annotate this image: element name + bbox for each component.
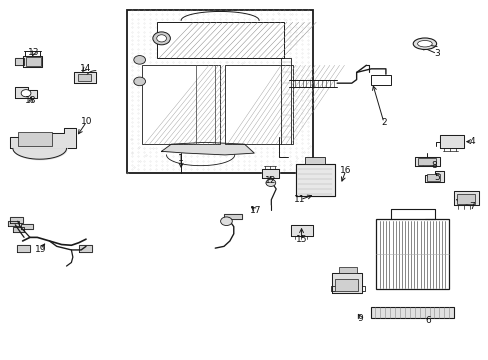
Bar [370, 75, 390, 85]
Polygon shape [22, 56, 42, 67]
Bar [26, 57, 41, 66]
Text: 17: 17 [250, 206, 262, 215]
Bar [417, 158, 435, 165]
Bar [78, 74, 91, 81]
Bar [305, 157, 325, 164]
Polygon shape [224, 214, 242, 220]
Circle shape [265, 179, 275, 186]
Text: 8: 8 [430, 161, 436, 170]
Polygon shape [8, 221, 19, 226]
Circle shape [21, 90, 31, 97]
Polygon shape [10, 217, 22, 223]
Polygon shape [15, 58, 24, 65]
Text: 18: 18 [25, 96, 37, 105]
Bar [142, 65, 220, 144]
Polygon shape [295, 164, 334, 196]
Text: 10: 10 [81, 117, 92, 126]
Polygon shape [331, 273, 361, 293]
Polygon shape [13, 227, 24, 232]
Polygon shape [439, 135, 463, 148]
Circle shape [220, 217, 232, 226]
Text: 12: 12 [264, 176, 276, 185]
Bar [338, 267, 356, 273]
Text: 14: 14 [80, 64, 91, 73]
Bar [224, 65, 293, 144]
Bar [334, 279, 357, 291]
Polygon shape [15, 87, 37, 98]
Bar [427, 174, 439, 181]
Bar [127, 10, 312, 173]
Text: 5: 5 [433, 174, 439, 183]
Text: 2: 2 [380, 118, 386, 127]
Bar [456, 194, 474, 204]
Text: 19: 19 [35, 245, 46, 254]
Polygon shape [424, 171, 444, 182]
Polygon shape [453, 191, 478, 205]
Polygon shape [74, 72, 96, 83]
Polygon shape [20, 224, 33, 229]
Circle shape [134, 77, 145, 86]
Bar [370, 307, 453, 318]
Polygon shape [261, 169, 278, 178]
Text: 9: 9 [357, 314, 363, 323]
Text: 11: 11 [294, 195, 305, 204]
Bar [375, 220, 448, 289]
Polygon shape [17, 244, 30, 252]
Bar [18, 132, 52, 146]
Bar [157, 22, 283, 58]
Polygon shape [290, 225, 312, 235]
Circle shape [157, 35, 166, 42]
Polygon shape [161, 142, 254, 155]
Ellipse shape [417, 41, 431, 47]
Ellipse shape [412, 38, 436, 49]
Polygon shape [414, 157, 439, 166]
Circle shape [153, 32, 170, 45]
Polygon shape [79, 244, 92, 252]
Text: 7: 7 [468, 202, 474, 211]
Text: 13: 13 [28, 48, 40, 57]
Polygon shape [10, 128, 76, 148]
Text: 6: 6 [425, 316, 430, 325]
Text: 1: 1 [178, 154, 183, 163]
Circle shape [134, 55, 145, 64]
Text: 16: 16 [340, 166, 351, 175]
Text: 3: 3 [433, 49, 439, 58]
Text: 15: 15 [295, 235, 306, 244]
Text: 4: 4 [468, 137, 474, 146]
